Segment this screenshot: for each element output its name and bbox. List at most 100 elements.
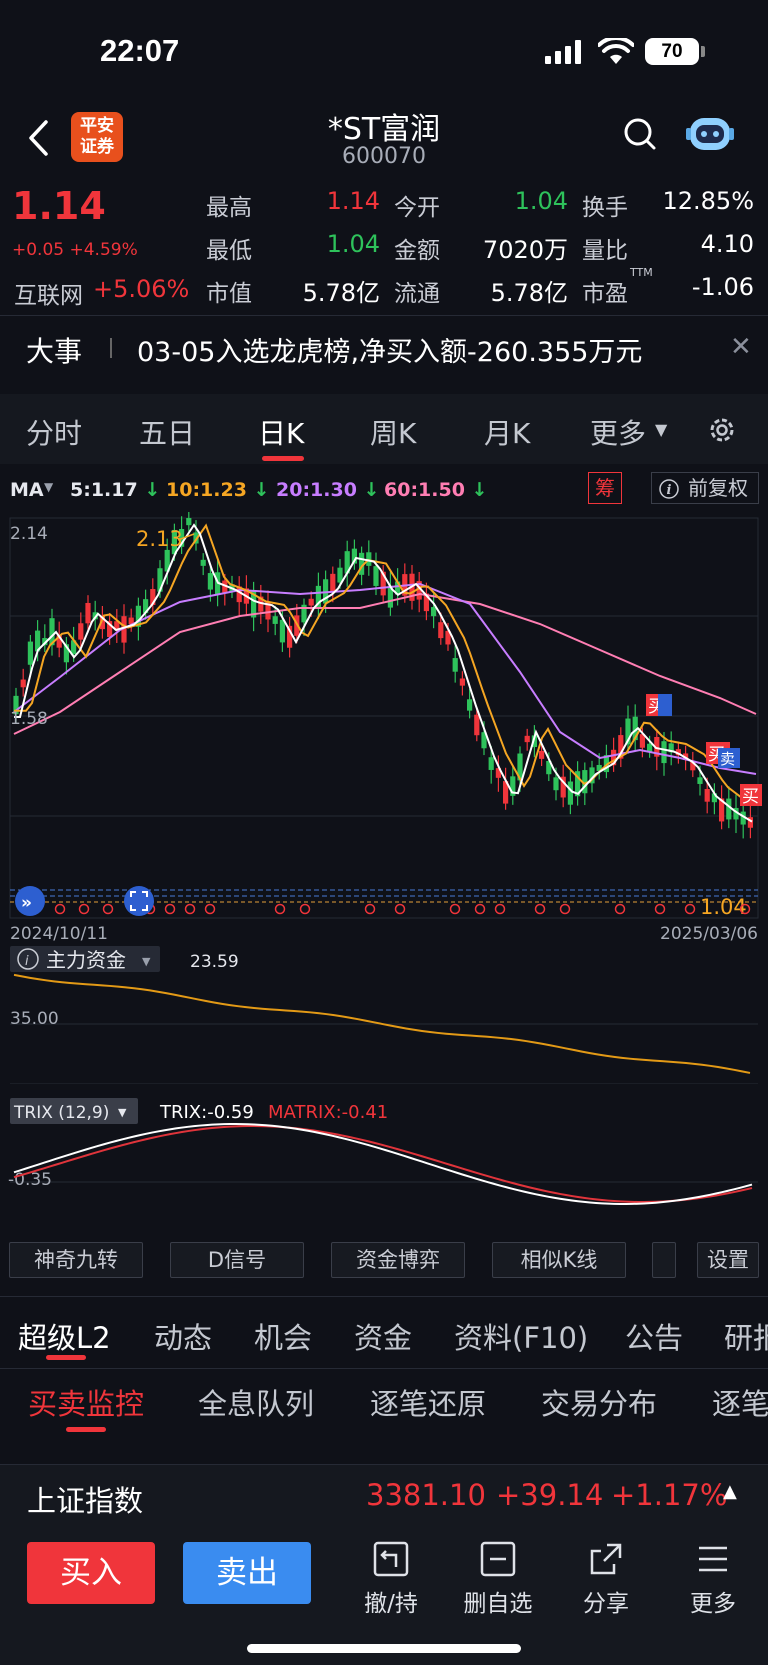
candle-body	[589, 767, 595, 784]
gear-icon[interactable]	[706, 414, 738, 446]
similar-kline-button[interactable]: 相似K线	[492, 1242, 626, 1278]
buy-button[interactable]: 买入	[27, 1542, 155, 1604]
candle-body	[186, 518, 192, 526]
news-banner[interactable]: 大事 03-05入选龙虎榜,净买入额-260.355万元 ✕	[0, 315, 768, 381]
candle-body	[704, 789, 710, 802]
tab-full-queue[interactable]: 全息队列	[198, 1387, 315, 1421]
search-icon[interactable]	[622, 116, 658, 152]
menu-icon	[699, 1546, 727, 1572]
tab-more[interactable]: 更多	[590, 417, 647, 450]
event-marker	[299, 903, 311, 915]
tab-trade-monitor[interactable]: 买卖监控	[28, 1387, 145, 1421]
candle-body	[380, 571, 386, 596]
magic-nine-button[interactable]: 神奇九转	[9, 1242, 143, 1278]
status-time: 22:07	[100, 33, 180, 68]
candle-body	[467, 699, 473, 711]
candle-body	[150, 588, 156, 606]
sector-change[interactable]: +5.06%	[93, 275, 190, 303]
svg-text:▼: ▼	[142, 955, 151, 968]
tab-trade-distribution[interactable]: 交易分布	[541, 1387, 658, 1421]
candle-body	[56, 635, 62, 648]
sell-button[interactable]: 卖出	[183, 1542, 311, 1604]
tab-research[interactable]: 研报	[724, 1321, 768, 1355]
candle-body	[625, 718, 631, 745]
chart-tabs: 分时 五日 日K 周K 月K 更多 ▼	[0, 394, 768, 464]
remove-watchlist-button[interactable]: 删自选	[453, 1540, 543, 1618]
open-value: 1.04	[514, 187, 568, 215]
back-icon[interactable]	[26, 118, 50, 158]
tab-announcements[interactable]: 公告	[625, 1321, 684, 1355]
ma-label[interactable]: MA	[10, 479, 44, 501]
fund-flow-label[interactable]: 主力资金	[46, 948, 126, 972]
trix-label[interactable]: TRIX (12,9)	[13, 1103, 109, 1123]
tab-weekly-k[interactable]: 周K	[370, 417, 417, 450]
tab-tick-replay[interactable]: 逐笔还原	[370, 1387, 487, 1421]
svg-text:卖: 卖	[720, 750, 735, 768]
more-tools-button[interactable]	[652, 1242, 676, 1278]
adjust-button[interactable]: 前复权	[651, 472, 759, 504]
tab-tick-detail[interactable]: 逐笔	[712, 1387, 768, 1421]
settings-button[interactable]: 设置	[697, 1242, 759, 1278]
candle-body	[366, 552, 372, 566]
candle-body	[200, 559, 206, 566]
event-marker	[559, 903, 571, 915]
amount-value: 7020万	[482, 236, 568, 264]
close-icon[interactable]: ✕	[730, 332, 752, 362]
candle-body	[711, 793, 717, 803]
candle-body	[603, 755, 609, 773]
candle-body	[531, 735, 537, 748]
cancel-hold-button[interactable]: 撤/持	[346, 1540, 436, 1618]
chevron-up-icon[interactable]: ▲	[723, 1481, 737, 1502]
candle-body	[27, 641, 33, 665]
amount-label: 金额	[394, 238, 440, 264]
capital-game-button[interactable]: 资金博弈	[331, 1242, 465, 1278]
more-button[interactable]: 更多	[668, 1540, 758, 1618]
robot-assistant-icon[interactable]	[686, 110, 734, 156]
pe-ttm-superscript: TTM	[630, 266, 653, 279]
event-marker	[204, 903, 216, 915]
tab-news[interactable]: 动态	[154, 1321, 213, 1355]
kline-chart[interactable]: 2.14 1.58 2.13 1.04 买 买 卖 买 » 2024/10/11…	[0, 512, 768, 952]
candle-body	[71, 640, 77, 655]
quote-panel: 1.14 +0.05 +4.59% 互联网 +5.06% 最高 1.14 今开 …	[0, 180, 768, 315]
candle-body	[251, 591, 257, 618]
candle-body	[668, 743, 674, 753]
stock-title: *ST富润	[327, 112, 441, 147]
candle-body	[301, 604, 307, 623]
candle-body	[351, 548, 357, 564]
sector-name[interactable]: 互联网	[14, 283, 83, 309]
tab-monthly-k[interactable]: 月K	[484, 417, 531, 450]
signal-icon	[545, 40, 585, 64]
fullscreen-icon[interactable]	[124, 886, 154, 916]
candle-body	[344, 551, 350, 574]
tab-intraday[interactable]: 分时	[26, 417, 83, 450]
fund-flow-chart[interactable]: i 主力资金 ▼ 23.59 35.00	[0, 944, 768, 1084]
volume-ratio-value: 4.10	[700, 230, 754, 258]
event-marker	[449, 903, 461, 915]
index-ticker[interactable]: 上证指数 3381.10 +39.14 +1.17% ▲	[0, 1464, 768, 1526]
share-button[interactable]: 分享	[561, 1540, 651, 1618]
chip-button[interactable]: 筹	[588, 472, 622, 504]
chevron-down-icon[interactable]: ▼	[44, 480, 54, 494]
d-signal-button[interactable]: D信号	[170, 1242, 304, 1278]
candle-body	[193, 532, 199, 544]
tab-five-day[interactable]: 五日	[139, 417, 196, 450]
price-change: +0.05 +4.59%	[12, 240, 138, 260]
sell-marker	[658, 694, 672, 716]
tab-super-l2[interactable]: 超级L2	[18, 1321, 111, 1355]
expand-left-icon[interactable]	[15, 886, 45, 916]
ma5-value: 5:1.17 ↓	[70, 479, 161, 501]
trix-chart[interactable]: TRIX (12,9) ▼ TRIX:-0.59 MATRIX:-0.41 -0…	[0, 1094, 768, 1234]
tab-opportunity[interactable]: 机会	[254, 1321, 313, 1355]
tab-daily-k[interactable]: 日K	[258, 417, 305, 450]
news-text[interactable]: 03-05入选龙虎榜,净买入额-260.355万元	[137, 337, 643, 368]
tab-f10[interactable]: 资料(F10)	[454, 1321, 589, 1355]
candle-body	[78, 623, 84, 640]
ma-legend: MA ▼ 5:1.17 ↓ 10:1.23 ↓ 20:1.30 ↓ 60:1.5…	[0, 470, 768, 510]
tab-capital[interactable]: 资金	[354, 1321, 413, 1355]
event-marker	[78, 903, 90, 915]
candle-body	[107, 621, 113, 637]
candle-body	[452, 658, 458, 672]
low-label: 最低	[206, 238, 252, 264]
event-marker	[184, 903, 196, 915]
